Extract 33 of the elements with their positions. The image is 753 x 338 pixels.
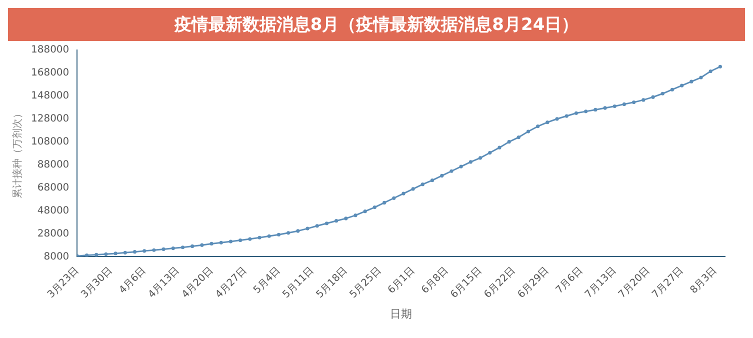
x-tick-label: 4月20日 [180,265,216,301]
x-tick-label: 6月29日 [516,265,552,301]
y-tick-label: 68000 [37,182,70,194]
y-tick-label: 108000 [30,136,70,148]
x-tick-label: 4月27日 [214,265,250,301]
x-tick-label: 6月15日 [448,265,484,301]
x-tick-label: 6月8日 [420,265,451,296]
x-tick-label: 4月13日 [146,265,182,301]
chart-title: 疫情最新数据消息8月（疫情最新数据消息8月24日） [8,8,745,41]
x-axis-title: 日期 [390,307,412,320]
y-tick-label: 48000 [37,205,70,216]
x-tick-label: 4月6日 [117,265,148,296]
y-tick-label: 148000 [30,90,70,102]
x-tick-label: 5月4日 [252,265,283,296]
y-tick-label: 128000 [30,113,70,124]
x-tick-label: 7月27日 [650,265,686,301]
x-tick-label: 6月1日 [386,265,418,296]
x-tick-label: 7月20日 [616,265,652,301]
y-axis-title: 累计接种（万剂次） [12,108,24,198]
y-tick-label: 8000 [44,251,70,262]
x-tick-label: 6月22日 [482,265,518,301]
x-tick-label: 7月13日 [583,265,619,301]
y-tick-label: 168000 [30,68,70,79]
x-tick-label: 5月11日 [280,265,316,301]
x-tick-label: 7月6日 [554,265,585,296]
y-tick-label: 188000 [30,44,70,56]
x-tick-label: 5月25日 [348,265,384,301]
x-tick-label: 8月3日 [688,265,720,296]
x-tick-label: 3月23日 [46,265,82,301]
x-tick-label: 3月30日 [79,265,115,301]
y-tick-label: 88000 [37,159,70,170]
x-tick-label: 5月18日 [314,265,350,301]
y-tick-label: 28000 [37,228,70,240]
